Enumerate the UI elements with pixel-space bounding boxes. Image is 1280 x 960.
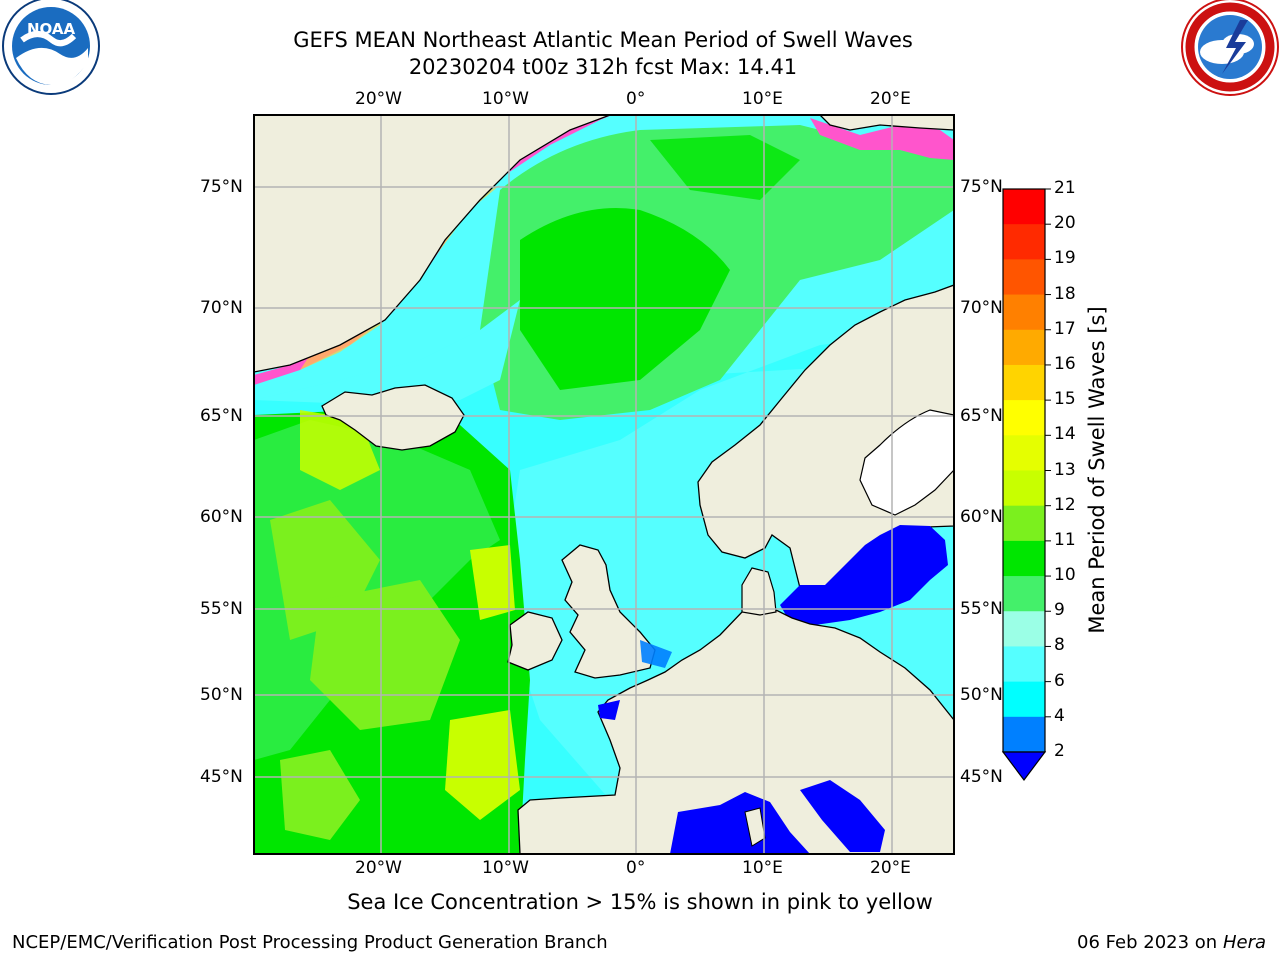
colorbar-tick-label: 21	[1054, 178, 1076, 198]
lon-label-bottom-20e: 20°E	[870, 858, 911, 878]
footer-date: 06 Feb 2023 on Hera	[1077, 932, 1266, 953]
lon-label-top-10w: 10°W	[482, 89, 529, 109]
colorbar-tick-label: 18	[1054, 283, 1076, 304]
colorbar-tick-label: 12	[1054, 494, 1076, 515]
lat-label-left-45n: 45°N	[200, 767, 243, 787]
lon-label-top-20e: 20°E	[870, 89, 911, 109]
colorbar-swatch	[1003, 611, 1045, 647]
colorbar-swatch	[1003, 716, 1045, 753]
footer-credit: NCEP/EMC/Verification Post Processing Pr…	[12, 932, 608, 953]
lat-label-right-50n: 50°N	[960, 685, 1003, 705]
lat-label-left-50n: 50°N	[200, 685, 243, 705]
lat-label-left-70n: 70°N	[200, 298, 243, 318]
map-title: GEFS MEAN Northeast Atlantic Mean Period…	[293, 28, 913, 52]
colorbar-tick-label: 13	[1054, 459, 1076, 480]
colorbar-swatch	[1003, 400, 1045, 436]
lon-label-bottom-10w: 10°W	[482, 858, 529, 878]
lon-label-bottom-10e: 10°E	[742, 858, 783, 878]
noaa-logo-text: NOAA	[27, 20, 76, 38]
lat-label-left-55n: 55°N	[200, 599, 243, 619]
colorbar-tick-label: 10	[1054, 565, 1076, 586]
colorbar-tick-label: 19	[1054, 248, 1076, 269]
lon-label-top-10e: 10°E	[742, 89, 783, 109]
colorbar	[1003, 188, 1051, 753]
colorbar-swatch	[1003, 681, 1045, 718]
colorbar-swatch	[1003, 364, 1045, 401]
lon-label-top-0: 0°	[626, 89, 646, 109]
colorbar-swatch	[1003, 540, 1045, 577]
lat-label-right-70n: 70°N	[960, 298, 1003, 318]
footer-date-text: 06 Feb 2023 on	[1077, 932, 1218, 953]
lon-label-bottom-0: 0°	[626, 858, 646, 878]
lat-label-left-65n: 65°N	[200, 406, 243, 426]
map-frame	[253, 114, 955, 855]
lon-label-top-20w: 20°W	[355, 89, 402, 109]
colorbar-tick-label: 14	[1054, 424, 1076, 445]
lat-label-right-60n: 60°N	[960, 507, 1003, 527]
lon-label-bottom-20w: 20°W	[355, 858, 402, 878]
map-subtitle: 20230204 t00z 312h fcst Max: 14.41	[408, 55, 798, 79]
footer-host: Hera	[1222, 932, 1266, 953]
colorbar-tick-label: 15	[1054, 389, 1076, 410]
colorbar-tick-label: 8	[1054, 635, 1065, 656]
colorbar-swatch	[1003, 646, 1045, 683]
lat-label-left-60n: 60°N	[200, 507, 243, 527]
noaa-logo: NOAA	[2, 0, 100, 95]
colorbar-title: Mean Period of Swell Waves [s]	[1085, 306, 1109, 634]
colorbar-tick-label: 20	[1054, 213, 1076, 234]
colorbar-tick-label: 6	[1054, 670, 1065, 691]
map-area	[254, 115, 954, 854]
lat-label-right-65n: 65°N	[960, 406, 1003, 426]
colorbar-swatch	[1003, 294, 1045, 331]
colorbar-swatch	[1003, 329, 1045, 366]
colorbar-swatch	[1003, 470, 1045, 507]
lat-label-left-75n: 75°N	[200, 177, 243, 197]
colorbar-swatch	[1003, 435, 1045, 471]
colorbar-tick-label: 9	[1054, 600, 1065, 621]
nws-logo	[1181, 0, 1279, 96]
colorbar-swatch	[1003, 505, 1045, 542]
lat-label-right-55n: 55°N	[960, 599, 1003, 619]
sea-ice-caption: Sea Ice Concentration > 15% is shown in …	[347, 890, 933, 914]
colorbar-tick-label: 2	[1054, 741, 1065, 761]
colorbar-tick-label: 11	[1054, 529, 1076, 550]
colorbar-swatch	[1003, 576, 1045, 612]
colorbar-tick-label: 16	[1054, 353, 1076, 374]
colorbar-extend-arrow	[1001, 751, 1047, 781]
map-graticule	[254, 115, 954, 854]
colorbar-tick-label: 4	[1054, 705, 1065, 726]
colorbar-tick-label: 17	[1054, 318, 1076, 339]
colorbar-swatch	[1003, 189, 1045, 225]
lat-label-right-75n: 75°N	[960, 177, 1003, 197]
lat-label-right-45n: 45°N	[960, 767, 1003, 787]
colorbar-swatch	[1003, 224, 1045, 260]
colorbar-swatch	[1003, 259, 1045, 296]
